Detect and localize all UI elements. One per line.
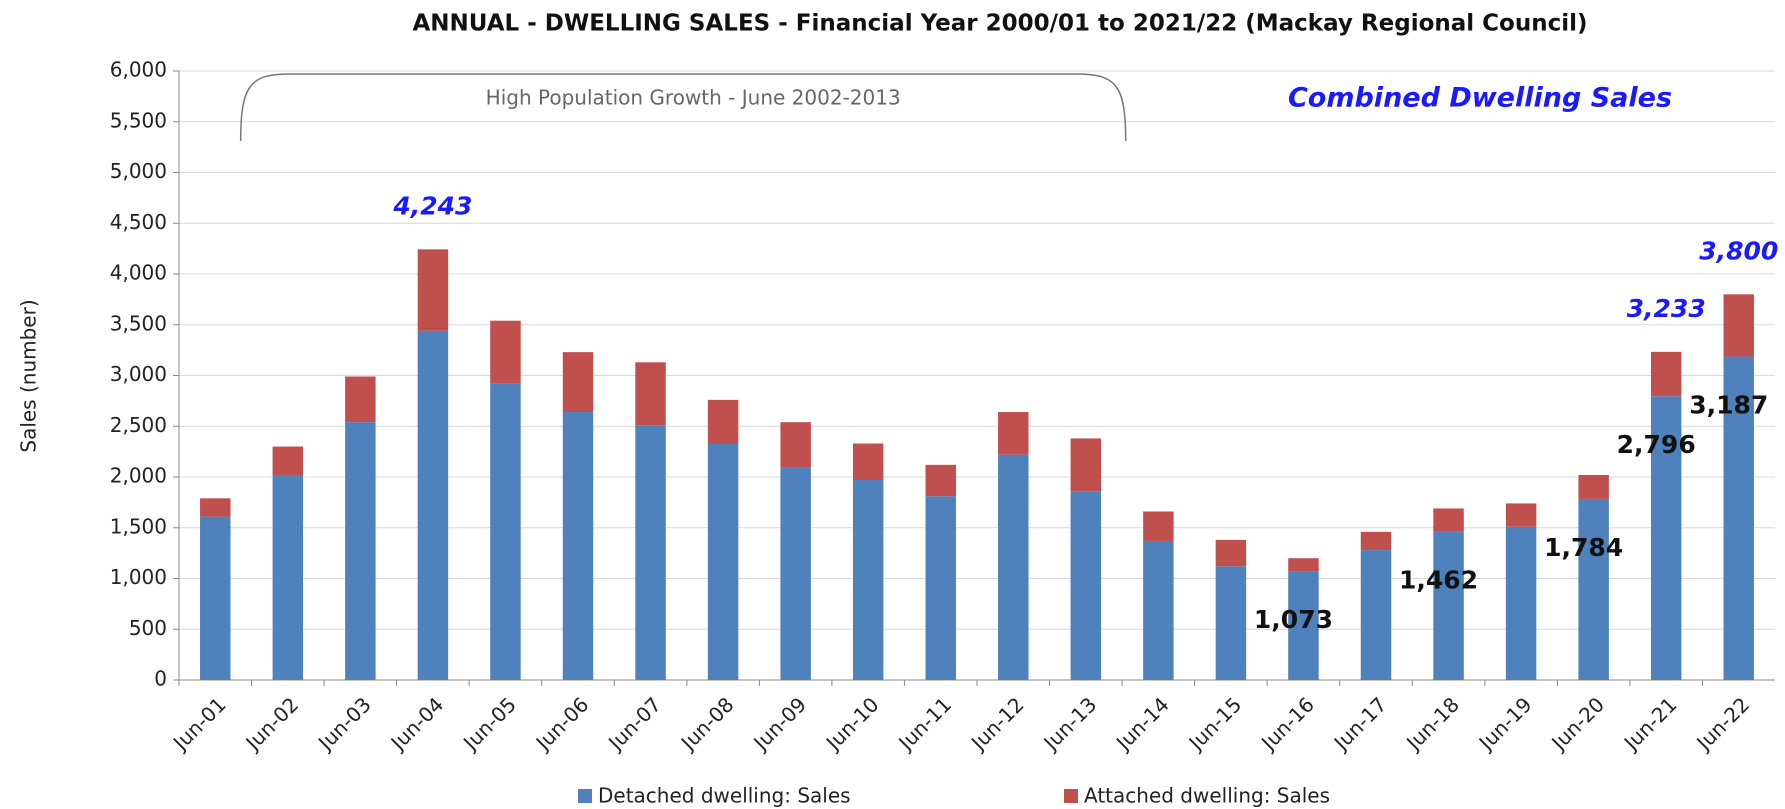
bar-segment	[1215, 539, 1247, 567]
legend-label: Attached dwelling: Sales	[1084, 784, 1330, 808]
x-tick-label: Jun-12	[965, 692, 1029, 756]
x-tick-label: Jun-05	[457, 692, 521, 756]
annotation: High Population Growth - June 2002-2013	[486, 86, 901, 110]
bar-segment	[345, 422, 376, 680]
bar-segment	[1650, 396, 1682, 680]
y-tick-label: 2,500	[110, 413, 167, 437]
bar-segment	[1578, 474, 1609, 499]
value-label: 1,462	[1399, 566, 1478, 595]
y-tick-label: 0	[154, 667, 167, 691]
bar-segment	[780, 467, 811, 680]
bar-segment	[998, 412, 1029, 455]
x-tick-label: Jun-03	[312, 692, 376, 756]
x-tick-label: Jun-10	[820, 692, 884, 756]
y-tick-label: 3,500	[110, 311, 167, 335]
bar-segment	[925, 496, 956, 680]
x-tick-label: Jun-13	[1038, 692, 1102, 756]
bar-segment	[1505, 503, 1537, 527]
y-tick-label: 4,500	[110, 210, 167, 234]
y-tick-label: 4,000	[110, 261, 167, 285]
bar-segment	[200, 498, 231, 517]
y-tick-label: 2,000	[110, 464, 167, 488]
bar-segment	[200, 516, 231, 680]
bar-segment	[490, 383, 521, 680]
y-tick-label: 1,500	[110, 514, 167, 538]
bar-segment	[562, 352, 594, 413]
x-tick-label: Jun-11	[893, 692, 957, 756]
total-label: 4,243	[392, 191, 472, 220]
legend-swatch	[1064, 789, 1078, 803]
x-tick-label: Jun-18	[1400, 692, 1464, 756]
total-label: 3,233	[1627, 294, 1706, 323]
x-tick-label: Jun-09	[747, 692, 811, 756]
bar-segment	[417, 249, 449, 331]
bar-segment	[1070, 438, 1102, 492]
bar-segment	[925, 464, 956, 497]
y-tick-label: 1,000	[110, 565, 167, 589]
legend-swatch	[578, 789, 592, 803]
bar-segment	[635, 362, 666, 426]
bar-segment	[1360, 550, 1392, 680]
x-tick-label: Jun-14	[1110, 692, 1174, 756]
y-tick-label: 6,000	[110, 58, 167, 82]
bar-segment	[707, 443, 739, 680]
y-tick-label: 5,000	[110, 159, 167, 183]
y-tick-label: 5,500	[110, 108, 167, 132]
x-tick-label: Jun-17	[1328, 692, 1392, 756]
bar-segment	[272, 446, 304, 475]
x-tick-label: Jun-21	[1618, 692, 1682, 756]
bar-segment	[1143, 540, 1174, 680]
y-tick-label: 3,000	[110, 362, 167, 386]
value-label: 3,187	[1689, 391, 1768, 420]
annotation: Combined Dwelling Sales	[1288, 83, 1672, 114]
bar-segment	[1215, 566, 1247, 680]
x-tick-label: Jun-19	[1473, 692, 1537, 756]
bracket	[239, 73, 1127, 142]
value-label: 1,073	[1254, 605, 1333, 634]
x-tick-label: Jun-01	[167, 692, 231, 756]
x-tick-label: Jun-22	[1691, 692, 1755, 756]
x-tick-label: Jun-07	[602, 692, 666, 756]
x-tick-label: Jun-08	[675, 692, 739, 756]
bar-segment	[780, 422, 811, 468]
bar-segment	[1505, 526, 1537, 680]
total-label: 3,800	[1699, 236, 1778, 265]
chart-title: ANNUAL - DWELLING SALES - Financial Year…	[412, 11, 1587, 37]
value-label: 1,784	[1544, 533, 1623, 562]
bar-segment	[562, 412, 594, 680]
x-tick-label: Jun-16	[1255, 692, 1319, 756]
value-label: 2,796	[1617, 430, 1696, 459]
bar-segment	[852, 443, 884, 481]
bar-segment	[272, 474, 304, 680]
bar-segment	[707, 399, 739, 444]
bar-segment	[1578, 498, 1609, 680]
bar-segment	[417, 330, 449, 680]
bar-segment	[490, 320, 521, 384]
legend-label: Detached dwelling: Sales	[598, 784, 851, 808]
bar-segment	[1143, 511, 1174, 541]
bar-segment	[852, 480, 884, 680]
bar-segment	[1288, 558, 1319, 572]
bar-segment	[1070, 491, 1102, 680]
bar-segment	[1433, 508, 1464, 532]
bar-segment	[635, 425, 666, 680]
bar-segment	[345, 376, 376, 423]
bar-segment	[1650, 351, 1682, 397]
bar-segment	[1723, 356, 1754, 680]
x-tick-label: Jun-04	[385, 692, 449, 756]
bar-segment	[998, 454, 1029, 680]
bar-segment	[1360, 531, 1392, 551]
x-tick-label: Jun-02	[240, 692, 304, 756]
y-axis-title: Sales (number)	[17, 299, 41, 452]
bar-segment	[1723, 294, 1754, 357]
y-tick-label: 500	[129, 616, 167, 640]
bar-segment	[1433, 531, 1464, 680]
x-tick-label: Jun-20	[1545, 692, 1609, 756]
x-tick-label: Jun-15	[1183, 692, 1247, 756]
x-tick-label: Jun-06	[530, 692, 594, 756]
bar-segment	[1288, 571, 1319, 680]
